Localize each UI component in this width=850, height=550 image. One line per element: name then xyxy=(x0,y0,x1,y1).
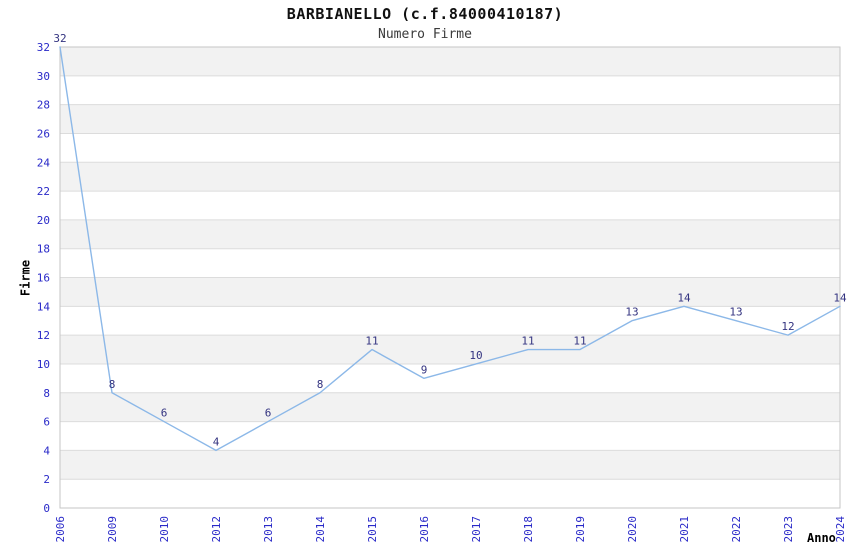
y-tick-label: 18 xyxy=(37,243,50,256)
x-tick-label: 2013 xyxy=(262,516,275,543)
x-tick-label: 2024 xyxy=(834,516,847,543)
y-tick-label: 12 xyxy=(37,329,50,342)
point-label: 14 xyxy=(677,291,691,304)
point-label: 14 xyxy=(833,291,847,304)
plot-band xyxy=(60,47,840,76)
y-tick-label: 20 xyxy=(37,214,50,227)
point-label: 13 xyxy=(625,306,638,319)
point-label: 11 xyxy=(573,335,586,348)
chart-title: BARBIANELLO (c.f.84000410187) xyxy=(286,5,564,23)
point-label: 11 xyxy=(365,335,378,348)
plot-band xyxy=(60,392,840,422)
x-tick-label: 2006 xyxy=(54,516,67,543)
point-label: 4 xyxy=(213,435,220,448)
y-tick-label: 2 xyxy=(43,473,50,486)
plot-border xyxy=(59,46,841,509)
x-tick-label: 2009 xyxy=(106,516,119,543)
point-label: 11 xyxy=(521,335,534,348)
x-tick-label: 2019 xyxy=(574,516,587,543)
y-tick-label: 26 xyxy=(37,127,50,140)
x-tick-label: 2014 xyxy=(314,516,327,543)
y-tick-label: 4 xyxy=(43,444,50,457)
x-tick-label: 2017 xyxy=(470,516,483,543)
x-tick-label: 2012 xyxy=(210,516,223,543)
plot-band xyxy=(60,277,840,307)
point-label: 13 xyxy=(729,306,742,319)
x-tick-label: 2022 xyxy=(730,516,743,543)
x-tick-label: 2015 xyxy=(366,516,379,543)
chart-subtitle: Numero Firme xyxy=(378,27,472,42)
point-label: 8 xyxy=(317,378,324,391)
y-tick-label: 28 xyxy=(37,99,50,112)
point-label: 6 xyxy=(265,407,272,420)
series-line xyxy=(59,46,841,452)
x-tick-label: 2010 xyxy=(158,516,171,543)
y-tick-label: 14 xyxy=(37,300,51,313)
y-tick-label: 10 xyxy=(37,358,50,371)
x-tick-label: 2023 xyxy=(782,516,795,543)
x-axis-title: Anno xyxy=(807,531,836,545)
plot-band xyxy=(60,335,840,364)
y-tick-label: 16 xyxy=(37,272,50,285)
plot-band xyxy=(60,219,840,249)
y-tick-label: 30 xyxy=(37,70,50,83)
y-axis-title: Firme xyxy=(18,259,33,297)
y-tick-label: 24 xyxy=(37,156,51,169)
plot-band xyxy=(60,450,840,480)
y-tick-label: 32 xyxy=(37,41,50,54)
point-label: 6 xyxy=(161,407,168,420)
y-tick-label: 8 xyxy=(43,387,50,400)
y-tick-label: 22 xyxy=(37,185,50,198)
y-tick-label: 6 xyxy=(43,416,50,429)
x-tick-label: 2020 xyxy=(626,516,639,543)
x-tick-label: 2021 xyxy=(678,516,691,543)
x-tick-label: 2018 xyxy=(522,516,535,543)
point-label: 32 xyxy=(53,32,66,45)
y-tick-label: 0 xyxy=(43,502,50,515)
point-label: 12 xyxy=(781,320,794,333)
x-tick-label: 2016 xyxy=(418,516,431,543)
plot-band xyxy=(60,104,840,134)
point-label: 8 xyxy=(109,378,116,391)
point-label: 10 xyxy=(469,349,482,362)
point-label: 9 xyxy=(421,363,428,376)
plot-band xyxy=(60,162,840,192)
